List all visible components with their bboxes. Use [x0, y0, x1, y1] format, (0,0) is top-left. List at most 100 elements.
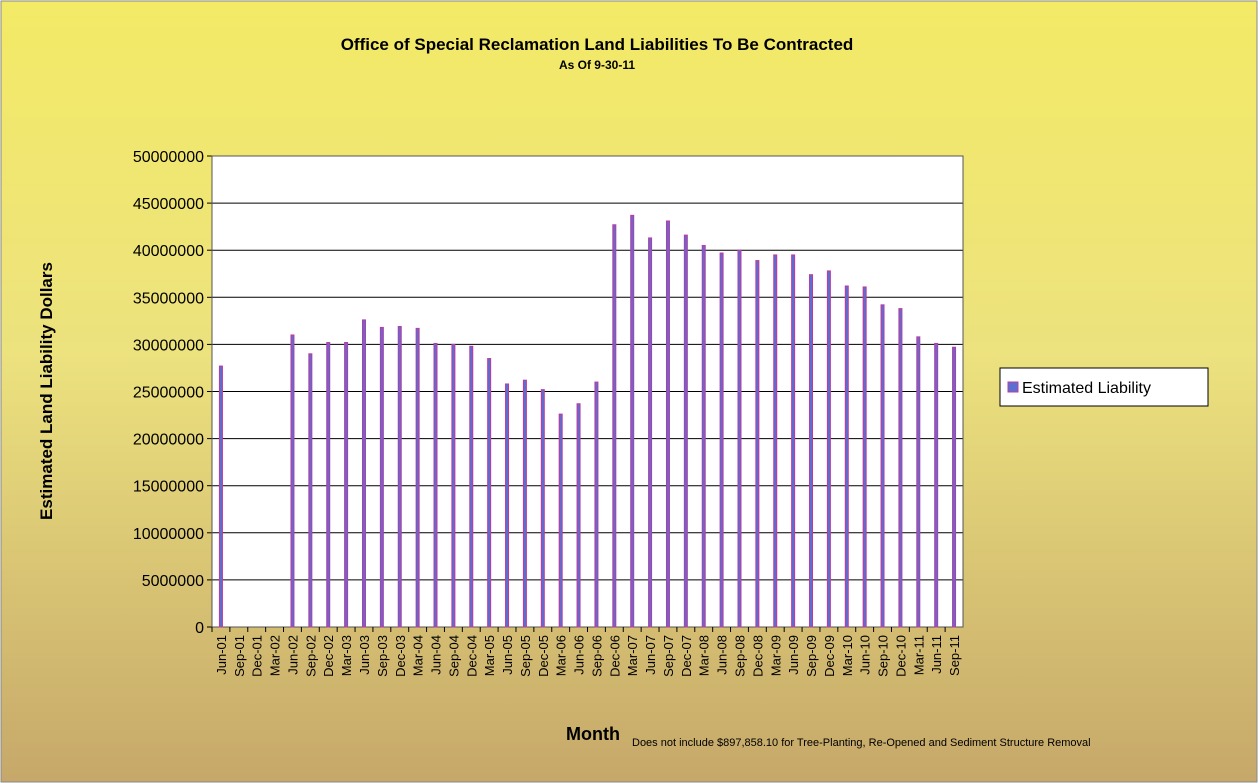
bar — [612, 224, 617, 628]
y-tick-label: 50000000 — [133, 149, 204, 166]
y-axis-title: Estimated Land Liability Dollars — [37, 262, 56, 520]
bar — [755, 260, 760, 628]
x-tick-label: Mar-08 — [697, 635, 712, 676]
x-tick-label: Mar-04 — [411, 635, 426, 676]
bar — [505, 383, 510, 628]
x-tick-label: Sep-07 — [661, 635, 676, 677]
x-tick-label: Dec-01 — [250, 635, 265, 677]
bar — [451, 343, 456, 628]
bar — [648, 237, 653, 628]
x-tick-label: Sep-02 — [303, 635, 318, 677]
y-tick-label: 25000000 — [133, 385, 204, 402]
bar — [934, 342, 939, 628]
y-tick-label: 45000000 — [133, 196, 204, 213]
x-tick-label: Sep-03 — [375, 635, 390, 677]
x-tick-label: Jun-02 — [285, 635, 300, 675]
bar — [701, 244, 706, 628]
y-tick-label: 35000000 — [133, 290, 204, 307]
bar — [344, 342, 349, 628]
x-tick-label: Mar-05 — [482, 635, 497, 676]
bar — [862, 286, 867, 628]
bar — [522, 379, 527, 628]
x-tick-label: Jun-09 — [786, 635, 801, 675]
bar — [844, 285, 849, 628]
x-tick-label: Mar-09 — [768, 635, 783, 676]
bar — [773, 254, 778, 628]
x-tick-label: Dec-09 — [822, 635, 837, 677]
x-tick-label: Dec-04 — [464, 635, 479, 677]
x-tick-label: Mar-07 — [625, 635, 640, 676]
bar — [558, 413, 563, 628]
legend-box — [999, 367, 1209, 407]
y-tick-label: 0 — [195, 620, 204, 637]
bar — [308, 353, 313, 628]
bar — [826, 270, 831, 628]
x-tick-label: Dec-06 — [607, 635, 622, 677]
x-tick-label: Jun-01 — [214, 635, 229, 675]
bar — [487, 358, 492, 628]
bar — [379, 326, 384, 628]
bar — [665, 220, 670, 628]
y-tick-label: 10000000 — [133, 526, 204, 543]
bar — [540, 389, 545, 628]
x-tick-label: Dec-07 — [679, 635, 694, 677]
x-tick-label: Jun-11 — [929, 635, 944, 674]
x-tick-label: Sep-10 — [876, 635, 891, 677]
bar — [791, 254, 796, 628]
bar — [683, 234, 688, 628]
bar — [916, 336, 921, 628]
bar — [880, 304, 885, 628]
y-tick-label: 15000000 — [133, 479, 204, 496]
x-tick-label: Jun-08 — [715, 635, 730, 675]
y-tick-label: 40000000 — [133, 243, 204, 260]
x-tick-label: Sep-08 — [732, 635, 747, 677]
bar — [433, 342, 438, 628]
chart-subtitle: As Of 9-30-11 — [559, 58, 635, 72]
bar — [594, 381, 599, 628]
x-tick-label: Jun-10 — [858, 635, 873, 675]
bar — [218, 365, 223, 628]
bar — [397, 326, 402, 628]
x-tick-label: Dec-02 — [321, 635, 336, 677]
x-tick-label: Jun-05 — [500, 635, 515, 675]
x-tick-label: Sep-05 — [518, 635, 533, 677]
x-tick-label: Dec-05 — [536, 635, 551, 677]
bar — [630, 214, 635, 628]
x-tick-label: Mar-11 — [911, 635, 926, 675]
bar — [326, 342, 331, 628]
x-tick-label: Sep-06 — [589, 635, 604, 677]
legend-swatch — [1007, 381, 1019, 393]
x-axis-title: Month — [566, 724, 620, 744]
x-tick-label: Sep-04 — [446, 635, 461, 677]
x-tick-label: Dec-03 — [393, 635, 408, 677]
bar — [415, 327, 420, 628]
x-tick-label: Jun-06 — [572, 635, 587, 675]
x-tick-label: Sep-09 — [804, 635, 819, 677]
footnote: Does not include $897,858.10 for Tree-Pl… — [632, 737, 1091, 749]
x-tick-label: Jun-04 — [429, 635, 444, 675]
bar — [719, 252, 724, 628]
x-tick-label: Dec-10 — [893, 635, 908, 677]
bar — [361, 319, 366, 628]
legend-label: Estimated Liability — [1022, 380, 1151, 397]
bar — [576, 403, 581, 628]
bar — [898, 308, 903, 628]
x-tick-label: Dec-08 — [750, 635, 765, 677]
y-tick-label: 20000000 — [133, 432, 204, 449]
bar — [290, 334, 295, 628]
x-tick-label: Sep-11 — [947, 635, 962, 676]
y-tick-label: 30000000 — [133, 337, 204, 354]
y-tick-label: 5000000 — [142, 573, 204, 590]
x-tick-label: Mar-02 — [268, 635, 283, 676]
x-tick-label: Jun-03 — [357, 635, 372, 675]
bar — [809, 274, 814, 628]
x-tick-label: Jun-07 — [643, 635, 658, 675]
x-tick-label: Mar-03 — [339, 635, 354, 676]
bar — [952, 346, 957, 628]
x-tick-label: Mar-10 — [840, 635, 855, 676]
x-tick-label: Sep-01 — [232, 635, 247, 677]
chart-title: Office of Special Reclamation Land Liabi… — [341, 35, 854, 54]
bar — [737, 249, 742, 628]
